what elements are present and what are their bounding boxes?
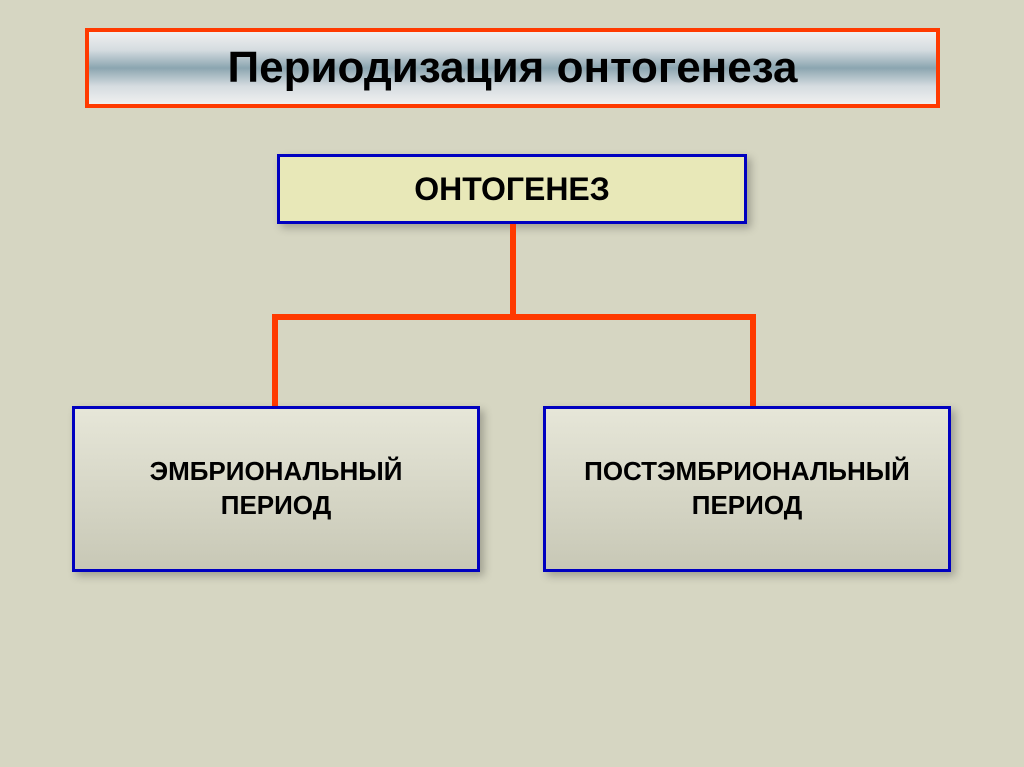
connector-line — [510, 224, 516, 314]
root-node: ОНТОГЕНЕЗ — [277, 154, 747, 224]
leaf-node-right: ПОСТЭМБРИОНАЛЬНЫЙ ПЕРИОД — [543, 406, 951, 572]
leaf-node-right-label: ПОСТЭМБРИОНАЛЬНЫЙ ПЕРИОД — [584, 455, 910, 523]
connector-line — [750, 314, 756, 406]
leaf-node-left: ЭМБРИОНАЛЬНЫЙ ПЕРИОД — [72, 406, 480, 572]
leaf-node-left-label: ЭМБРИОНАЛЬНЫЙ ПЕРИОД — [150, 455, 403, 523]
connector-line — [272, 314, 756, 320]
connector-line — [272, 314, 278, 406]
root-node-label: ОНТОГЕНЕЗ — [414, 171, 610, 208]
title-text: Периодизация онтогенеза — [228, 43, 798, 93]
title-box: Периодизация онтогенеза — [85, 28, 940, 108]
